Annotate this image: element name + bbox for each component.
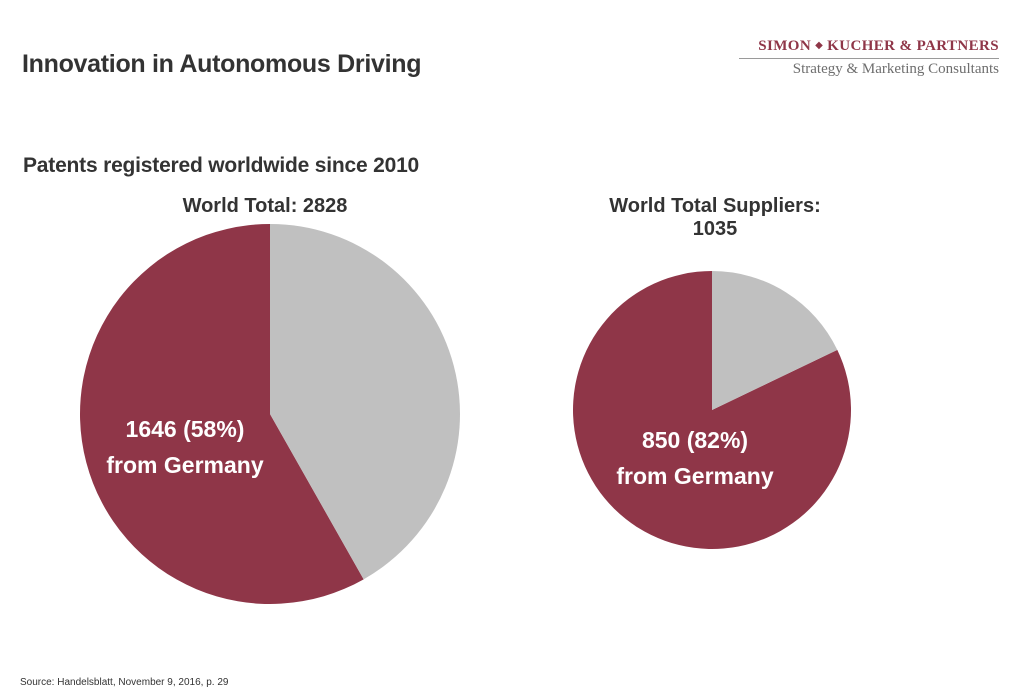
brand-name-right: KUCHER & PARTNERS xyxy=(827,38,999,54)
brand-name: SIMON ◆ KUCHER & PARTNERS xyxy=(739,38,999,59)
diamond-icon: ◆ xyxy=(815,40,824,51)
page-title: Innovation in Autonomous Driving xyxy=(22,50,422,78)
pie-world-total-label: World Total: 2828 xyxy=(182,195,348,217)
pie-suppliers-slice-germany xyxy=(573,271,852,549)
brand-tagline: Strategy & Marketing Consultants xyxy=(792,61,999,77)
pie-suppliers-label-line2: 1035 xyxy=(692,218,738,240)
source-note: Source: Handelsblatt, November 9, 2016, … xyxy=(20,677,229,688)
pie-world-total-center-label: 1646 (58%) from Germany xyxy=(80,411,290,483)
pie-world-total-slice-germany xyxy=(80,224,364,604)
brand-logo: SIMON ◆ KUCHER & PARTNERS Strategy & Marke… xyxy=(739,38,999,78)
pie-suppliers-label: World Total Suppliers: 1035 xyxy=(580,195,850,241)
pie-world-total-center-text: from Germany xyxy=(106,452,264,478)
pie-suppliers-label-line1: World Total Suppliers: xyxy=(609,195,821,217)
chart-title: Patents registered worldwide since 2010 xyxy=(23,154,420,177)
pie-suppliers-center-text: from Germany xyxy=(616,463,774,489)
pie-suppliers-center-value: 850 (82%) xyxy=(641,427,749,453)
pie-world-total-slice-rest xyxy=(270,224,461,580)
pie-suppliers-slice-rest xyxy=(712,271,838,410)
brand-name-left: SIMON xyxy=(758,38,812,54)
pie-suppliers-center-label: 850 (82%) from Germany xyxy=(590,422,800,494)
pie-world-total-center-value: 1646 (58%) xyxy=(125,416,245,442)
